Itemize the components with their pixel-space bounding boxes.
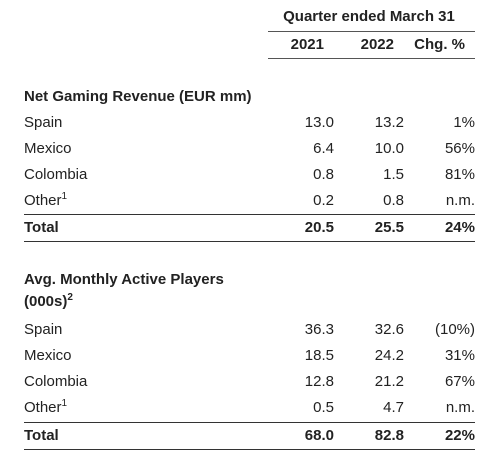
value-2022: 1.5 [383,166,404,183]
section-title-players: Avg. Monthly Active Players (000s)2 [24,269,264,313]
value-2021: 0.5 [313,399,334,416]
total-row: Total 68.0 82.8 22% [24,422,475,450]
value-2021: 0.8 [313,166,334,183]
section-title-line: (000s)2 [24,292,73,311]
row-label: Spain [24,114,63,131]
total-2022: 82.8 [374,427,404,444]
value-change: 56% [444,140,475,157]
value-2022: 21.2 [374,373,404,390]
value-2022: 10.0 [374,140,404,157]
row-label: Other1 [24,398,68,417]
table-row: Colombia 0.8 1.5 81% [24,162,475,188]
section-title-line: Net Gaming Revenue (EUR mm) [24,88,252,105]
footnote-marker: 1 [61,398,68,409]
value-change: n.m. [445,192,475,209]
column-header-2021: 2021 [290,36,324,53]
total-change: 22% [444,427,475,444]
value-change: n.m. [445,399,475,416]
row-label: Mexico [24,347,72,364]
section-title-revenue: Net Gaming Revenue (EUR mm) [24,86,264,108]
table-row: Mexico 18.5 24.2 31% [24,343,475,369]
table-row: Other1 0.2 0.8 n.m. [24,188,475,214]
value-change: 81% [444,166,475,183]
total-2021: 20.5 [304,219,334,236]
value-2022: 0.8 [383,192,404,209]
column-header-underline [268,58,475,59]
table-row: Other1 0.5 4.7 n.m. [24,395,475,421]
period-header: Quarter ended March 31 [283,8,455,25]
period-underline [268,31,475,32]
column-header-2022: 2022 [360,36,394,53]
value-2021: 12.8 [304,373,334,390]
row-label: Spain [24,321,63,338]
row-label: Mexico [24,140,72,157]
total-2021: 68.0 [304,427,334,444]
total-change: 24% [444,219,475,236]
total-label: Total [24,219,59,236]
row-label: Colombia [24,166,88,183]
value-2022: 32.6 [374,321,404,338]
value-2022: 13.2 [374,114,404,131]
row-label: Colombia [24,373,88,390]
value-change: 67% [444,373,475,390]
value-2021: 18.5 [304,347,334,364]
value-change: 31% [444,347,475,364]
column-header-change: Chg. % [414,36,465,53]
value-2022: 24.2 [374,347,404,364]
value-2022: 4.7 [383,399,404,416]
table-row: Colombia 12.8 21.2 67% [24,369,475,395]
section-title-line: Avg. Monthly Active Players [24,271,224,288]
table-row: Mexico 6.4 10.0 56% [24,136,475,162]
value-change: (10%) [434,321,475,338]
footnote-marker: 2 [67,292,73,303]
value-2021: 6.4 [313,140,334,157]
row-label: Other1 [24,191,68,210]
value-2021: 36.3 [304,321,334,338]
total-2022: 25.5 [374,219,404,236]
value-change: 1% [453,114,475,131]
table-row: Spain 36.3 32.6 (10%) [24,317,475,343]
total-label: Total [24,427,59,444]
table-row: Spain 13.0 13.2 1% [24,110,475,136]
footnote-marker: 1 [61,191,68,202]
total-row: Total 20.5 25.5 24% [24,214,475,242]
value-2021: 0.2 [313,192,334,209]
value-2021: 13.0 [304,114,334,131]
